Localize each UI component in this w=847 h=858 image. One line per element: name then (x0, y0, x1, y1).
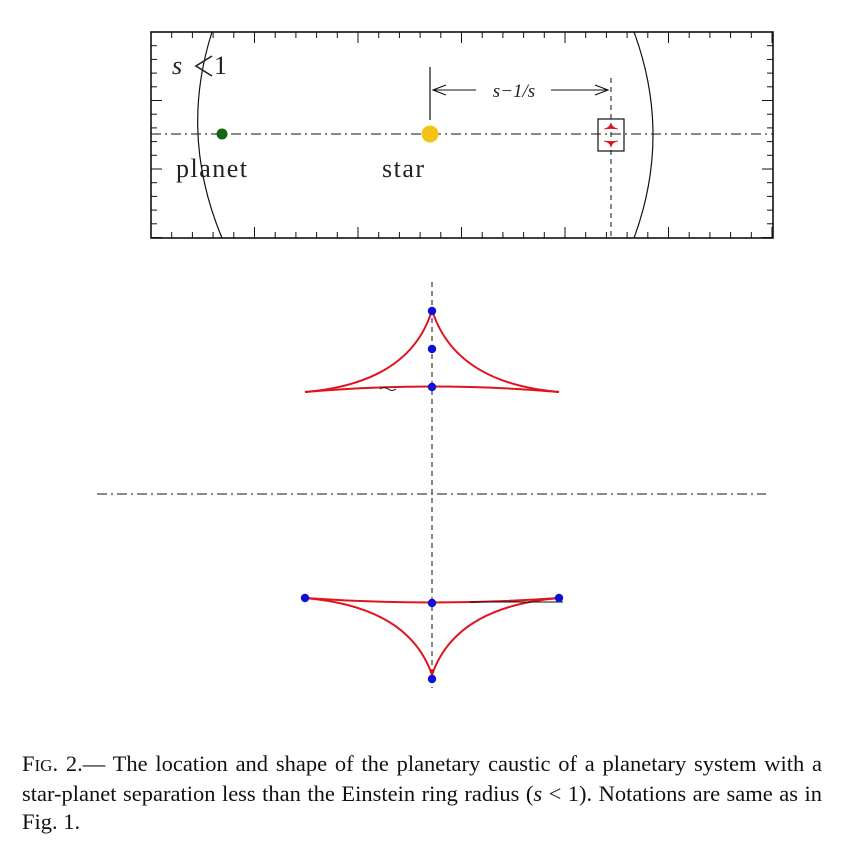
small-squiggle (379, 387, 397, 391)
figure: s−1/s s 1 planet star (97, 31, 774, 688)
fig-label-ig: IG (34, 756, 53, 775)
figure-caption: FIG. 2.— The location and shape of the p… (22, 750, 822, 836)
image-point (427, 344, 437, 354)
image-point (427, 674, 437, 684)
star-label: star (382, 154, 426, 183)
top-panel-frame (150, 31, 774, 239)
top-panel: s−1/s s 1 planet star (150, 31, 774, 239)
zoomed-caustic-panel (97, 282, 766, 688)
fig-number: . 2.— (52, 751, 106, 776)
condition-one: 1 (214, 51, 227, 80)
caption-text-end: < 1). Notations are same as in Fig. 1. (22, 781, 823, 834)
einstein-ring-left-arc (197, 31, 223, 239)
separation-arrow (431, 84, 610, 96)
caption-s: s (533, 781, 543, 806)
einstein-ring-right-arc (633, 31, 654, 239)
planet-dot (216, 128, 228, 140)
image-point (427, 598, 437, 608)
caption-text: The location and shape of the planetary … (22, 751, 823, 806)
star-dot (421, 125, 439, 143)
image-point (427, 306, 437, 316)
image-points (300, 306, 564, 684)
image-point (554, 593, 564, 603)
mini-caustic-top (603, 122, 619, 130)
mini-caustic-bottom (603, 140, 619, 148)
separation-label: s−1/s (493, 81, 535, 102)
condition-s: s (172, 51, 182, 80)
zoom-box (597, 118, 625, 152)
axis-ticks (151, 32, 773, 238)
fig-label-f: F (22, 751, 35, 776)
planet-label: planet (176, 154, 249, 183)
image-point (427, 382, 437, 392)
image-point (300, 593, 310, 603)
less-than-symbol (194, 55, 213, 77)
